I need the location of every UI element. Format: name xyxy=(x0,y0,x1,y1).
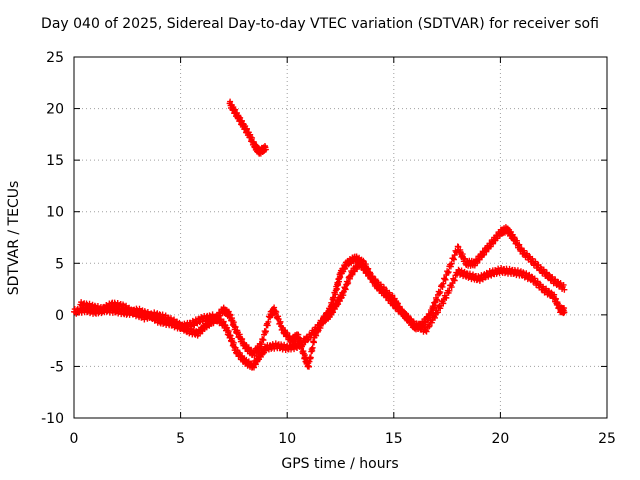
data-point-marker xyxy=(446,287,453,294)
plot-frame xyxy=(73,56,608,419)
data-point-marker xyxy=(561,286,568,293)
plot-area xyxy=(71,98,568,371)
data-point-marker xyxy=(128,306,135,313)
series-track-2 xyxy=(77,258,568,370)
data-point-marker xyxy=(273,309,280,316)
data-point-marker xyxy=(448,260,455,267)
y-tick-label: 5 xyxy=(55,256,64,272)
data-point-marker xyxy=(520,269,527,276)
data-point-marker xyxy=(298,343,305,350)
data-point-marker xyxy=(399,307,406,314)
data-point-marker xyxy=(345,279,352,286)
data-point-marker xyxy=(262,146,269,153)
data-point-marker xyxy=(455,266,462,273)
data-point-marker xyxy=(561,309,568,316)
x-tick-label: 20 xyxy=(491,431,509,447)
y-tick-label: 10 xyxy=(46,205,64,221)
y-tick-label: 20 xyxy=(46,102,64,118)
y-tick-label: 15 xyxy=(46,153,64,169)
data-point-marker xyxy=(560,281,567,288)
data-point-marker xyxy=(440,280,447,287)
data-point-marker xyxy=(260,337,267,344)
x-tick-label: 10 xyxy=(278,431,296,447)
series-track-3 xyxy=(226,98,269,157)
data-point-marker xyxy=(524,250,531,257)
x-tick-label: 5 xyxy=(176,431,185,447)
data-point-marker xyxy=(448,284,455,291)
data-point-marker xyxy=(265,318,272,325)
data-point-marker xyxy=(450,255,457,262)
data-point-marker xyxy=(450,256,457,263)
data-point-marker xyxy=(534,278,541,285)
data-point-marker xyxy=(396,305,403,312)
data-point-marker xyxy=(540,266,547,273)
data-point-marker xyxy=(301,338,308,345)
data-point-marker xyxy=(441,275,448,282)
data-point-marker xyxy=(309,344,316,351)
data-point-marker xyxy=(445,269,452,276)
grid-lines xyxy=(74,57,607,418)
chart-title: Day 040 of 2025, Sidereal Day-to-day VTE… xyxy=(41,16,599,32)
y-tick-label: 0 xyxy=(55,308,64,324)
x-axis-label: GPS time / hours xyxy=(281,456,399,472)
y-tick-label: -10 xyxy=(41,411,64,427)
data-point-marker xyxy=(532,258,539,265)
data-point-marker xyxy=(521,247,528,254)
data-point-marker xyxy=(440,300,447,307)
data-point-marker xyxy=(549,273,556,280)
axes xyxy=(73,56,608,419)
data-point-marker xyxy=(304,337,311,344)
data-point-marker xyxy=(123,302,130,309)
data-point-marker xyxy=(426,322,433,329)
data-point-marker xyxy=(434,297,441,304)
y-tick-label: -5 xyxy=(50,359,64,375)
data-point-marker xyxy=(423,328,430,335)
data-point-marker xyxy=(425,323,432,330)
x-tick-label: 15 xyxy=(385,431,403,447)
data-point-marker xyxy=(531,275,538,282)
data-point-marker xyxy=(258,341,265,348)
data-point-marker xyxy=(428,319,435,326)
data-point-marker xyxy=(437,289,444,296)
y-axis-label: SDTVAR / TECUs xyxy=(6,180,22,296)
data-point-marker xyxy=(179,321,186,328)
data-point-marker xyxy=(443,294,450,301)
data-point-marker xyxy=(393,301,400,308)
data-point-marker xyxy=(451,277,458,284)
data-point-marker xyxy=(546,271,553,278)
data-point-marker xyxy=(330,294,337,301)
x-tick-label: 0 xyxy=(70,431,79,447)
data-point-marker xyxy=(307,354,314,361)
data-point-marker xyxy=(431,314,438,321)
data-point-marker xyxy=(439,283,446,290)
data-point-marker xyxy=(447,263,454,270)
series-track-1 xyxy=(71,224,568,371)
data-point-marker xyxy=(422,327,429,334)
data-point-marker xyxy=(196,319,203,326)
data-point-marker xyxy=(444,269,451,276)
data-point-marker xyxy=(305,363,312,370)
y-tick-label: 25 xyxy=(46,50,64,66)
data-point-marker xyxy=(543,270,550,277)
data-point-marker xyxy=(434,309,441,316)
data-point-marker xyxy=(402,310,409,317)
data-point-marker xyxy=(262,328,269,335)
data-point-marker xyxy=(442,276,449,283)
data-point-marker xyxy=(476,277,483,284)
x-tick-label: 25 xyxy=(598,431,616,447)
data-point-marker xyxy=(405,313,412,320)
tick-labels: 0 5 10 15 20 25 -10 -5 0 5 10 15 20 25 xyxy=(41,50,616,447)
